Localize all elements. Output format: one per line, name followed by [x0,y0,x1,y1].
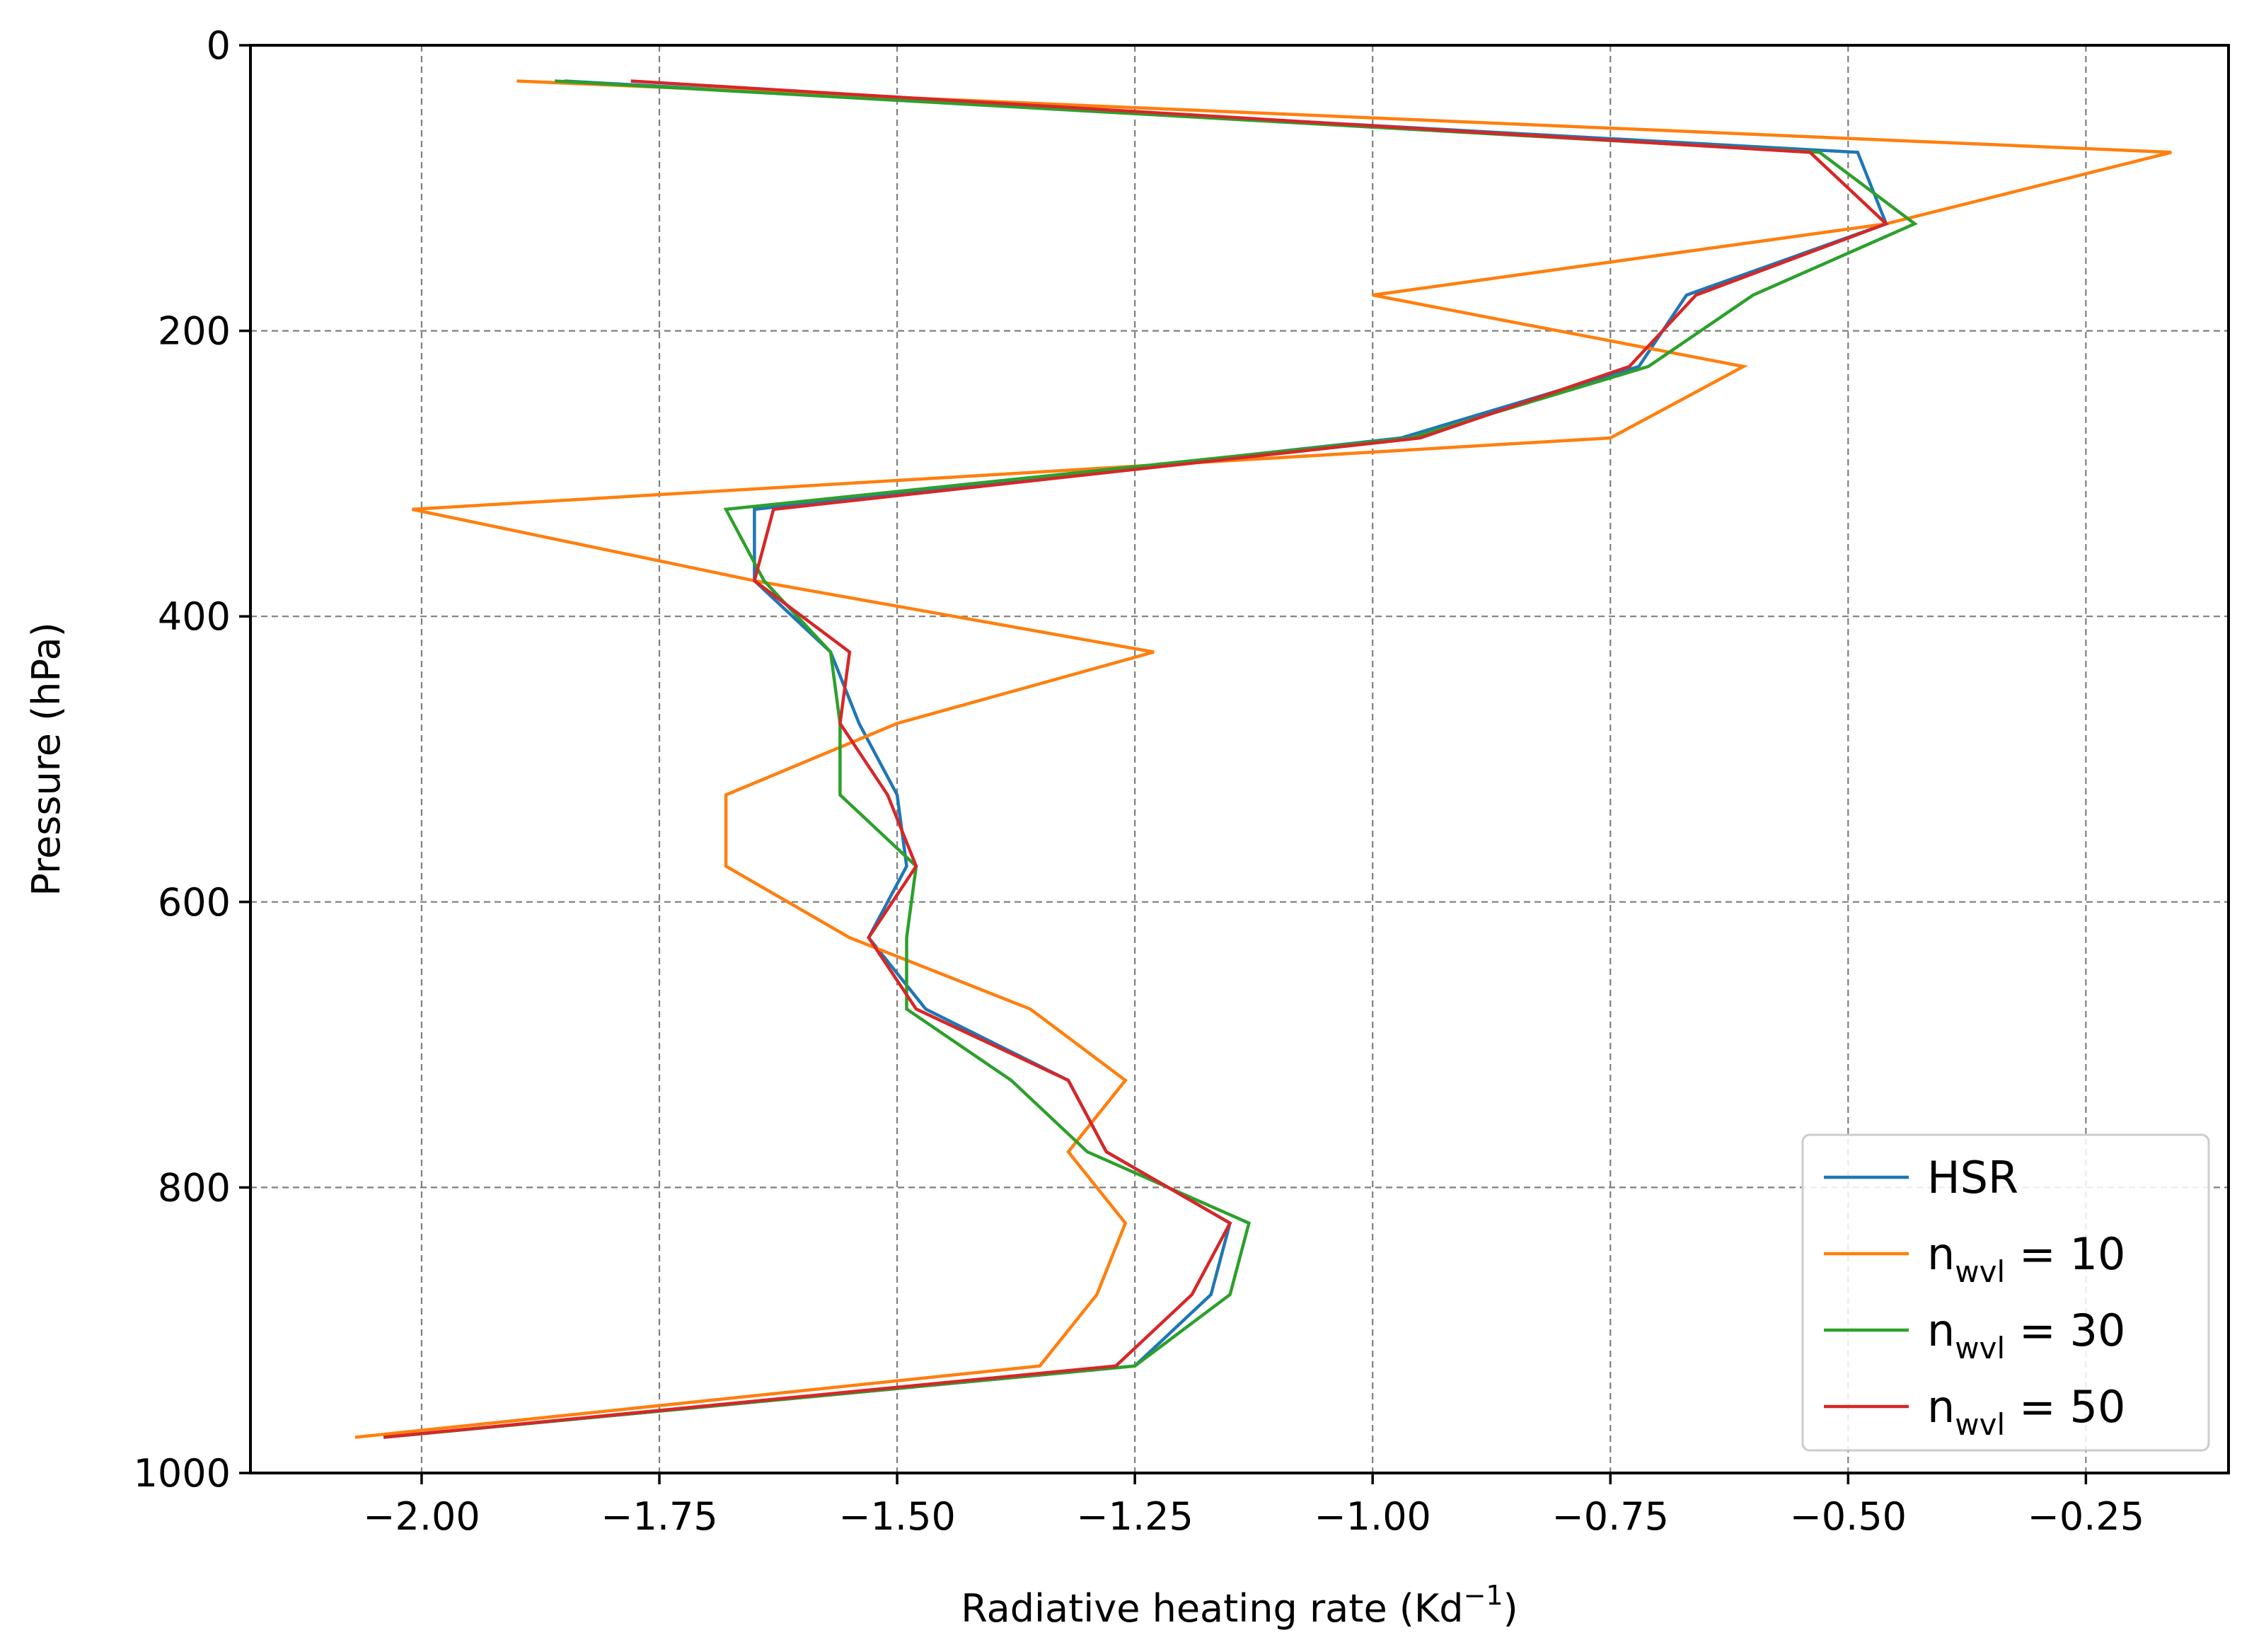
legend-label-3: nwvl = 50 [1927,1381,2125,1442]
x-tick-label: −0.50 [1790,1494,1907,1539]
series-line-1 [354,79,2172,1439]
y-tick-label: 200 [158,309,231,354]
legend: HSR nwvl = 10 nwvl = 30 nwvl = 50 [1801,1133,2210,1452]
series-line-3 [383,79,1890,1439]
legend-label-2: nwvl = 30 [1927,1305,2125,1365]
y-tick-label: 0 [207,23,231,68]
legend-box [1801,1133,2210,1452]
legend-label-0: HSR [1927,1152,2018,1203]
y-tick-label: 400 [158,594,231,639]
x-tick-label: −2.00 [363,1494,480,1539]
x-tick-label: −0.25 [2028,1494,2144,1539]
y-tick-label: 1000 [134,1451,231,1496]
x-axis-label-superscript: −1 [1464,1580,1503,1611]
x-axis-label-end: ) [1503,1586,1518,1631]
y-tick-label: 800 [158,1165,231,1210]
x-axis-label: Radiative heating rate (Kd−1) [961,1580,1518,1631]
x-axis-ticks: −2.00 −1.75 −1.50 −1.25 −1.00 −0.75 −0.50 −0.25 [363,1473,2144,1539]
y-axis-label: Pressure (hPa) [24,622,69,896]
x-tick-label: −1.50 [838,1494,955,1539]
x-tick-label: −1.00 [1314,1494,1431,1539]
plot-frame [249,44,2230,1474]
y-axis-ticks: 0 200 400 600 800 1000 [134,23,250,1496]
series-lines [354,79,2172,1439]
series-line-2 [383,79,1918,1439]
x-tick-label: −1.25 [1076,1494,1193,1539]
y-tick-label: 600 [158,880,231,925]
x-tick-label: −1.75 [601,1494,717,1539]
legend-label-1: nwvl = 10 [1927,1228,2125,1289]
x-axis-label-main: Radiative heating rate (Kd [961,1586,1463,1631]
x-tick-label: −0.75 [1552,1494,1669,1539]
